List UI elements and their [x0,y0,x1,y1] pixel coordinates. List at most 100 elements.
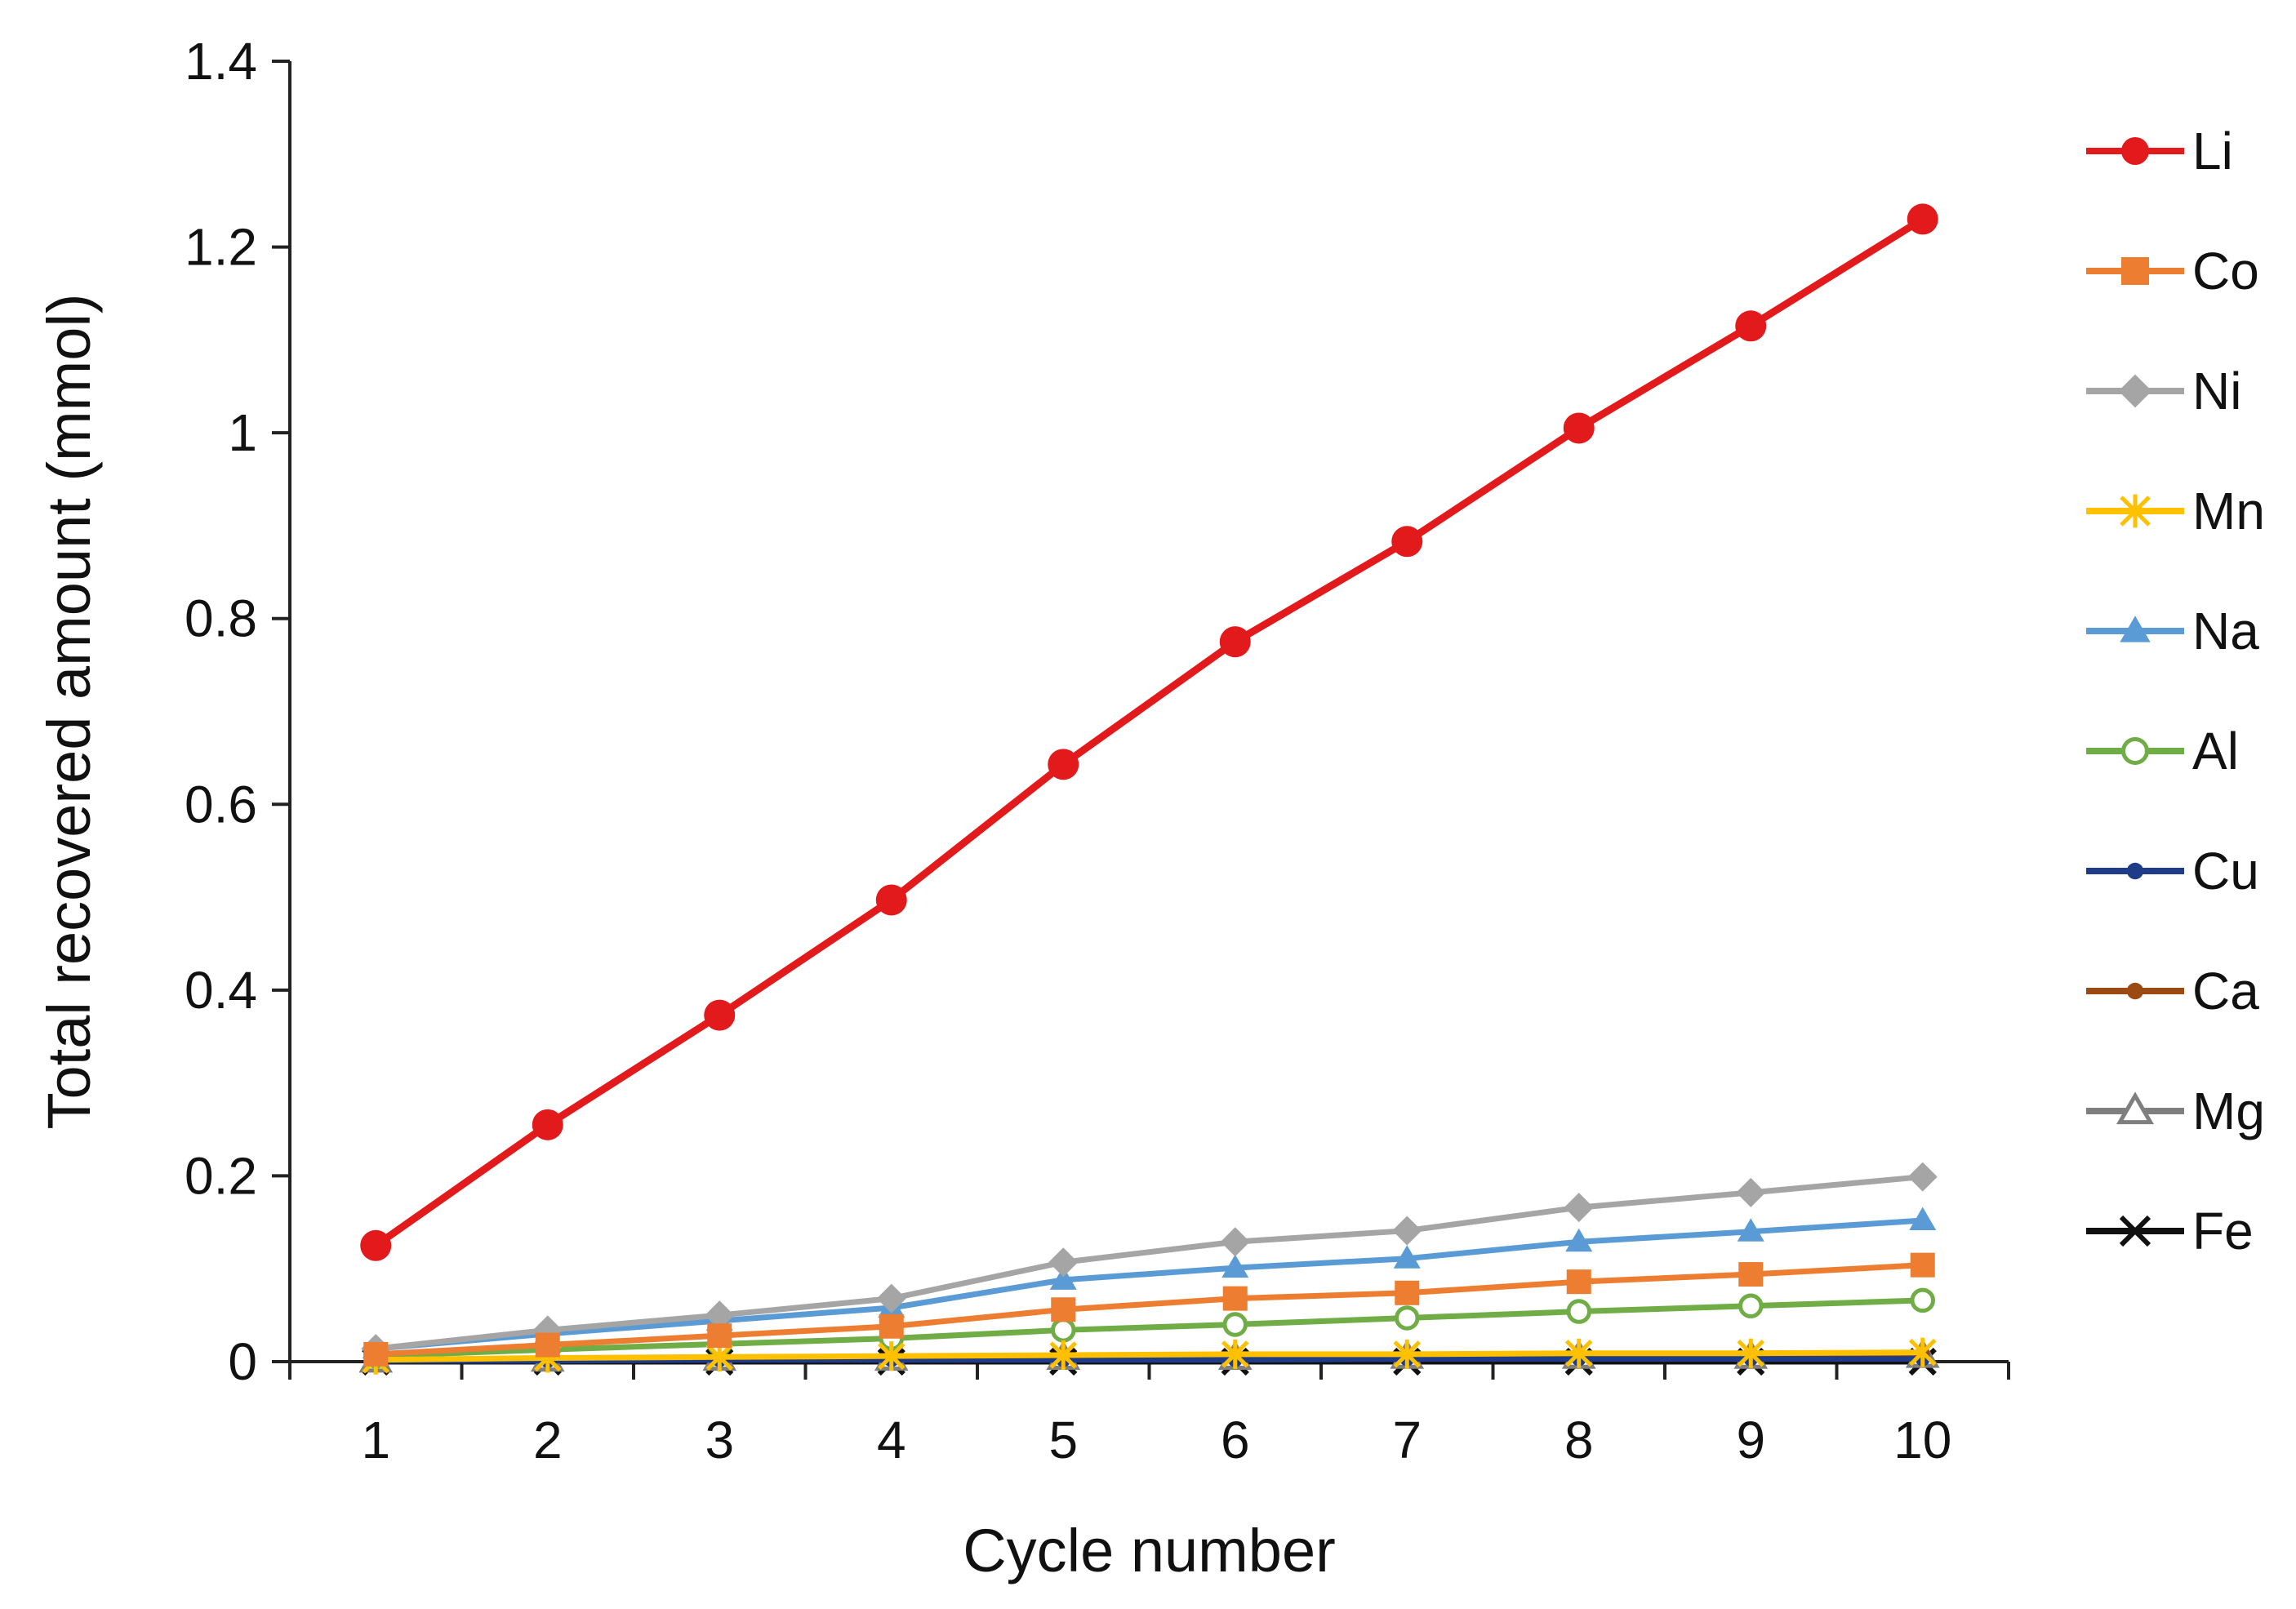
data-point-mn [1737,1338,1765,1368]
data-point-ni [1220,1227,1250,1257]
data-point-li [1219,626,1251,658]
series-mn [362,1337,1937,1375]
data-point-li [704,999,736,1031]
data-point-ni [1907,1162,1938,1192]
data-point-mn [1393,1339,1422,1369]
y-tick-label: 0.2 [185,1146,257,1205]
data-point-li [1391,526,1423,558]
data-point-li [1907,203,1938,235]
x-tick-label: 3 [705,1411,734,1469]
data-point-mn [1221,1339,1249,1369]
legend-label-li: Li [2192,122,2233,180]
data-point-co [1738,1262,1764,1287]
data-point-mn [1564,1338,1593,1368]
legend-marker-co [2121,257,2149,285]
data-point-li [360,1229,392,1261]
data-point-al [1910,1287,1935,1313]
data-point-mn [1908,1337,1937,1367]
legend-label-mn: Mn [2192,482,2265,540]
data-point-co [1051,1297,1076,1322]
y-axis-title: Total recovered amount (mmol) [35,293,103,1129]
series-line-na [375,1217,1923,1352]
data-point-al [1222,1312,1248,1337]
x-tick-label: 6 [1221,1411,1250,1469]
data-point-ni [1048,1247,1079,1278]
data-point-na [1221,1254,1249,1278]
data-point-co [363,1341,389,1367]
y-tick-label: 1.4 [185,32,257,91]
legend-item-ni: Ni [2086,362,2241,420]
series-li [360,203,1938,1261]
legend-label-al: Al [2192,722,2239,780]
series-line-mn [376,1349,1923,1363]
legend-marker-ni [2118,374,2152,408]
legend-marker-fe [2119,1215,2151,1247]
legend-item-mn: Mn [2086,482,2265,540]
data-point-na [1393,1245,1421,1269]
legend-marker-mg [2116,1091,2155,1125]
x-axis-title: Cycle number [963,1517,1336,1585]
legend-marker-cu [2126,862,2144,880]
data-point-ni [876,1283,906,1313]
data-point-li [1563,412,1595,444]
legend-marker-mn [2120,494,2151,528]
legend-item-co: Co [2086,242,2259,300]
legend-marker-al [2121,737,2149,765]
legend-item-fe: Fe [2086,1202,2254,1260]
data-point-na [1737,1218,1764,1242]
legend-label-na: Na [2192,602,2259,660]
x-tick-label: 4 [877,1411,906,1469]
data-point-li [1735,310,1767,342]
data-point-na [1049,1266,1077,1290]
data-point-co [535,1332,560,1358]
data-point-al [1738,1293,1764,1318]
x-tick-label: 5 [1048,1411,1078,1469]
legend-marker-li [2121,137,2149,165]
legend-label-co: Co [2192,242,2259,300]
data-point-li [532,1109,563,1140]
legend-marker-na [2120,616,2151,642]
legend-label-ca: Ca [2192,962,2259,1020]
x-tick-label: 9 [1736,1411,1765,1469]
data-point-co [1395,1280,1420,1305]
data-point-na [1909,1207,1937,1231]
series-line-al [376,1297,1923,1359]
legend-item-ca: Ca [2086,962,2259,1020]
series-layer [358,203,1940,1376]
data-point-mn [1049,1340,1078,1371]
data-point-ni [705,1300,735,1331]
legend-label-ni: Ni [2192,362,2241,420]
data-point-al [1395,1305,1420,1331]
y-tick-label: 0.8 [185,589,257,648]
legend-label-cu: Cu [2192,842,2259,900]
data-point-li [875,884,907,916]
legend-item-na: Na [2086,602,2259,660]
x-tick-label: 8 [1564,1411,1594,1469]
data-point-co [1566,1269,1591,1295]
data-point-co [879,1313,904,1339]
data-point-na [1565,1228,1593,1252]
series-line-li [373,216,1925,1249]
data-point-ni [1564,1193,1594,1223]
data-point-al [1566,1299,1591,1324]
data-point-ni [1736,1177,1766,1207]
legend-item-cu: Cu [2086,842,2259,900]
x-tick-label: 7 [1392,1411,1422,1469]
y-tick-label: 0 [228,1332,257,1391]
series-line-ni [375,1174,1924,1352]
legend-item-mg: Mg [2086,1082,2265,1140]
x-tick-label: 2 [533,1411,563,1469]
legend: Li Co Ni Mn Na Al Cu Ca Mg Fe [2086,122,2265,1260]
y-tick-label: 1.2 [185,218,257,277]
legend-label-mg: Mg [2192,1082,2265,1140]
legend-marker-ca [2126,982,2144,1000]
data-point-li [1048,749,1079,780]
x-tick-label: 10 [1893,1411,1951,1469]
data-point-mn [877,1341,905,1371]
y-tick-label: 0.4 [185,961,257,1020]
data-point-co [707,1323,732,1349]
data-point-al [1051,1318,1076,1343]
legend-label-fe: Fe [2192,1202,2254,1260]
legend-item-li: Li [2086,122,2233,180]
